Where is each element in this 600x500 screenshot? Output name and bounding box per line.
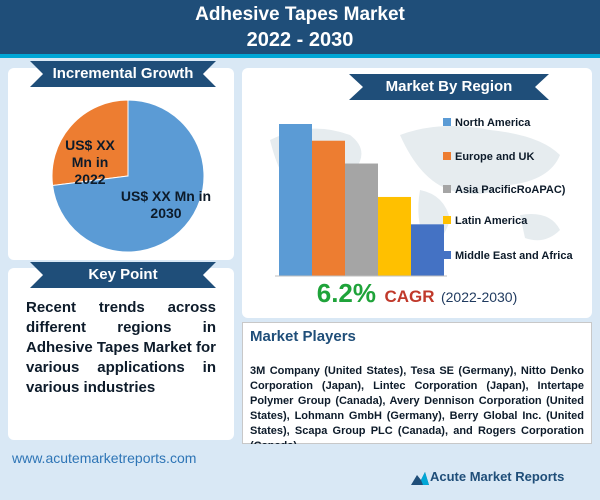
logo-icon <box>411 472 429 485</box>
legend-swatch <box>443 251 451 259</box>
market-players-title: Market Players <box>250 328 356 345</box>
bar-middle-east-and-africa <box>411 224 444 276</box>
region-bar-chart <box>275 124 447 277</box>
key-point-ribbon: Key Point <box>30 262 216 288</box>
legend-swatch <box>443 185 451 193</box>
company-logo-text: Acute Market Reports <box>430 469 565 484</box>
legend-label: Middle East and Africa <box>455 250 573 262</box>
cagr-label: CAGR <box>384 287 435 306</box>
legend-item: Middle East and Africa <box>443 249 573 263</box>
legend-label: Asia PacificRoAPAC) <box>455 184 566 196</box>
legend-label: Europe and UK <box>455 151 535 163</box>
market-by-region-ribbon: Market By Region <box>349 74 549 100</box>
bar-asia-pacificroapac- <box>345 163 378 276</box>
cagr-years: (2022-2030) <box>440 289 518 305</box>
legend-swatch <box>443 118 451 126</box>
header: Adhesive Tapes Market 2022 - 2030 <box>0 0 600 58</box>
pie-slice-2030 <box>52 99 205 253</box>
market-players-panel <box>242 322 592 444</box>
market-by-region-title: Market By Region <box>385 78 513 95</box>
key-point-title: Key Point <box>88 266 158 283</box>
bar-latin-america <box>378 196 411 276</box>
key-point-text: Recent trends across different regions i… <box>26 299 216 396</box>
legend-item: North America <box>443 116 530 130</box>
legend-label: Latin America <box>455 215 528 227</box>
footer <box>0 444 600 500</box>
legend-swatch <box>443 152 451 160</box>
cagr-value: 6.2% <box>316 278 376 308</box>
legend-item: Latin America <box>443 214 527 228</box>
bar-europe-and-uk <box>312 140 345 276</box>
cagr-display: 6.2% CAGR (2022-2030) <box>242 278 592 309</box>
legend-label: North America <box>455 117 531 129</box>
key-point-panel <box>8 268 234 440</box>
website-link[interactable]: www.acutemarketreports.com <box>12 450 197 466</box>
legend-item: Europe and UK <box>443 150 534 164</box>
pie-label-2030: US$ XX Mn in 2030 <box>120 188 212 221</box>
market-players-text: 3M Company (United States), Tesa SE (Ger… <box>250 365 584 452</box>
bar-north-america <box>279 124 312 276</box>
growth-pie-chart <box>51 99 205 253</box>
incremental-growth-title: Incremental Growth <box>52 65 194 82</box>
pie-slice-2022 <box>51 99 129 187</box>
page-title: Adhesive Tapes Market <box>195 4 405 25</box>
pie-label-2022: US$ XX Mn in 2022 <box>65 137 115 187</box>
header-accent-bar <box>0 54 600 58</box>
legend-item: Asia PacificRoAPAC) <box>443 183 565 197</box>
page-subtitle: 2022 - 2030 <box>246 29 354 51</box>
legend-swatch <box>443 216 451 224</box>
incremental-growth-ribbon: Incremental Growth <box>30 61 216 87</box>
